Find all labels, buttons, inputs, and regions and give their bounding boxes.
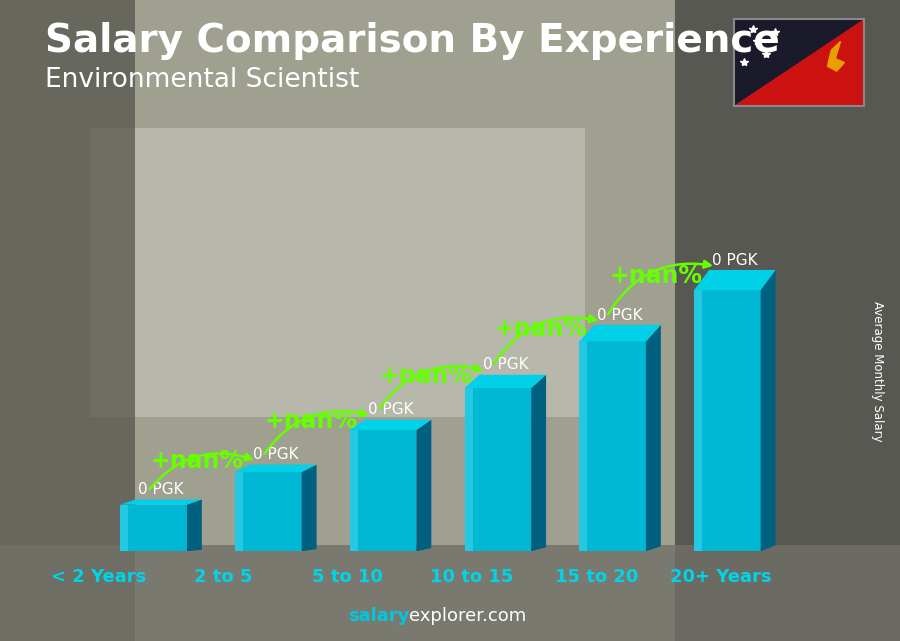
Polygon shape <box>464 388 531 551</box>
FancyArrowPatch shape <box>494 315 596 364</box>
Bar <box>0 545 900 641</box>
Polygon shape <box>350 430 417 551</box>
Polygon shape <box>646 325 661 551</box>
Text: Average Monthly Salary: Average Monthly Salary <box>871 301 884 442</box>
Polygon shape <box>464 375 546 388</box>
Polygon shape <box>760 270 776 551</box>
Polygon shape <box>580 342 646 551</box>
FancyArrowPatch shape <box>265 410 366 454</box>
Polygon shape <box>121 504 187 551</box>
Polygon shape <box>734 19 864 106</box>
Text: Salary Comparison By Experience: Salary Comparison By Experience <box>45 22 779 60</box>
FancyArrowPatch shape <box>379 365 481 409</box>
Text: 5 to 10: 5 to 10 <box>312 568 383 586</box>
Text: +nan%: +nan% <box>265 409 358 433</box>
Polygon shape <box>350 430 358 551</box>
Text: +nan%: +nan% <box>609 265 702 288</box>
Polygon shape <box>580 342 588 551</box>
Polygon shape <box>187 499 202 551</box>
Text: 2 to 5: 2 to 5 <box>194 568 253 586</box>
Polygon shape <box>531 375 546 551</box>
Text: 0 PGK: 0 PGK <box>482 358 528 372</box>
Polygon shape <box>235 472 243 551</box>
FancyArrowPatch shape <box>149 453 252 489</box>
Text: explorer.com: explorer.com <box>410 607 526 625</box>
Polygon shape <box>694 290 702 551</box>
Polygon shape <box>121 504 129 551</box>
Polygon shape <box>694 290 760 551</box>
Text: 0 PGK: 0 PGK <box>598 308 643 322</box>
Text: +nan%: +nan% <box>380 364 473 388</box>
Text: salary: salary <box>348 607 410 625</box>
Text: < 2 Years: < 2 Years <box>51 568 147 586</box>
Text: +nan%: +nan% <box>494 317 588 341</box>
Bar <box>675 0 900 641</box>
Polygon shape <box>417 420 431 551</box>
Text: 20+ Years: 20+ Years <box>670 568 771 586</box>
Bar <box>0 0 135 641</box>
Polygon shape <box>350 420 431 430</box>
Text: 15 to 20: 15 to 20 <box>554 568 638 586</box>
Polygon shape <box>235 472 302 551</box>
Text: 0 PGK: 0 PGK <box>368 403 413 417</box>
Polygon shape <box>734 19 864 106</box>
Text: 0 PGK: 0 PGK <box>253 447 299 462</box>
Text: 0 PGK: 0 PGK <box>712 253 758 268</box>
Polygon shape <box>235 465 317 472</box>
Text: +nan%: +nan% <box>150 449 243 473</box>
Polygon shape <box>694 270 776 290</box>
Polygon shape <box>827 42 844 71</box>
Text: Environmental Scientist: Environmental Scientist <box>45 67 359 94</box>
Polygon shape <box>302 465 317 551</box>
Text: 10 to 15: 10 to 15 <box>430 568 514 586</box>
Bar <box>90 128 585 417</box>
Polygon shape <box>121 499 202 504</box>
FancyArrowPatch shape <box>608 261 710 314</box>
Text: 0 PGK: 0 PGK <box>139 482 184 497</box>
Polygon shape <box>464 388 473 551</box>
Polygon shape <box>580 325 661 342</box>
